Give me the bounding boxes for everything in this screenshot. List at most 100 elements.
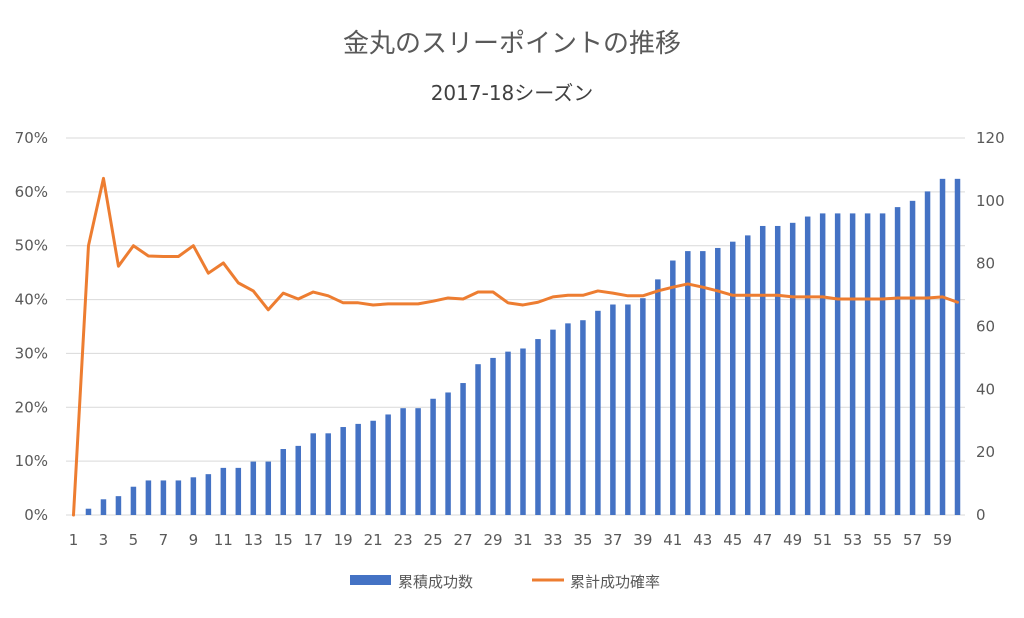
x-axis-tick-label: 23 [394, 531, 413, 549]
cumulative-made-bar [954, 178, 961, 515]
cumulative-made-bar [385, 414, 391, 515]
cumulative-made-bars [85, 178, 961, 516]
x-axis-tick-label: 7 [159, 531, 169, 549]
x-axis-tick-label: 21 [364, 531, 383, 549]
x-axis-tick-label: 29 [483, 531, 502, 549]
right-axis-tick-label: 80 [976, 255, 995, 273]
cumulative-made-bar [655, 279, 661, 515]
x-axis-tick-label: 59 [933, 531, 952, 549]
cumulative-made-bar [175, 480, 182, 515]
x-axis-tick-label: 55 [873, 531, 892, 549]
cumulative-made-bar [475, 364, 481, 515]
cumulative-made-bar [460, 383, 466, 515]
cumulative-made-bar [700, 251, 706, 515]
cumulative-made-bar [670, 260, 676, 515]
left-axis-labels: 0% 10% 20% 30% 40% 50% 60% 70% [15, 129, 48, 524]
cumulative-made-bar [145, 480, 152, 515]
cumulative-made-bar [894, 207, 901, 515]
left-axis-tick-label: 0% [24, 506, 48, 524]
right-axis-tick-label: 120 [976, 129, 1005, 147]
cumulative-made-bar [924, 191, 931, 516]
left-axis-tick-label: 30% [15, 344, 48, 362]
x-axis-tick-label: 53 [843, 531, 862, 549]
cumulative-made-bar [580, 320, 586, 515]
cumulative-made-bar [789, 222, 796, 515]
cumulative-made-bar [505, 351, 511, 515]
cumulative-made-bar [205, 474, 212, 515]
cumulative-made-bar [115, 496, 122, 515]
cumulative-made-bar [535, 339, 541, 515]
cumulative-made-bar [520, 348, 526, 515]
x-axis-tick-label: 43 [693, 531, 712, 549]
cumulative-made-bar [565, 323, 571, 515]
cumulative-made-bar [939, 178, 946, 515]
x-axis-tick-label: 15 [274, 531, 293, 549]
cumulative-made-bar [819, 213, 826, 515]
cumulative-made-bar [849, 213, 856, 515]
x-axis-labels: 1 3 5 7 9 11 13 15 17 19 21 23 25 27 29 31 33 35 37 39 41 43 4… [69, 531, 952, 549]
left-axis-tick-label: 60% [15, 183, 48, 201]
x-axis-tick-label: 47 [753, 531, 772, 549]
x-axis-tick-label: 35 [573, 531, 592, 549]
cumulative-made-bar [715, 247, 721, 516]
x-axis-tick-label: 19 [334, 531, 353, 549]
cumulative-made-bar [490, 357, 496, 515]
cumulative-made-bar [909, 200, 916, 516]
cumulative-made-bar [370, 420, 376, 515]
cumulative-made-bar [340, 427, 346, 515]
x-axis-tick-label: 3 [99, 531, 109, 549]
legend: 累積成功数 累計成功確率 [350, 573, 660, 591]
left-axis-tick-label: 70% [15, 129, 48, 147]
cumulative-made-bar [744, 235, 751, 515]
cumulative-made-bar [265, 461, 272, 515]
cumulative-made-bar [445, 392, 451, 515]
right-axis-tick-label: 40 [976, 380, 995, 398]
legend-bar-swatch [350, 575, 391, 585]
cumulative-made-bar [220, 467, 227, 515]
right-axis-tick-label: 100 [976, 192, 1005, 210]
cumulative-made-bar [759, 225, 766, 515]
cumulative-made-bar [610, 304, 616, 515]
x-axis-tick-label: 45 [723, 531, 742, 549]
x-axis-tick-label: 31 [513, 531, 532, 549]
left-axis-tick-label: 10% [15, 452, 48, 470]
x-axis-tick-label: 39 [633, 531, 652, 549]
right-axis-tick-label: 0 [976, 506, 986, 524]
cumulative-made-bar [250, 461, 257, 515]
x-axis-tick-label: 1 [69, 531, 79, 549]
x-axis-tick-label: 25 [424, 531, 443, 549]
x-axis-tick-label: 41 [663, 531, 682, 549]
cumulative-made-bar [100, 499, 107, 515]
cumulative-made-bar [879, 213, 886, 515]
cumulative-made-bar [834, 213, 841, 515]
cumulative-made-bar [130, 486, 137, 515]
x-axis-tick-label: 27 [454, 531, 473, 549]
cumulative-made-bar [685, 251, 691, 515]
left-axis-tick-label: 20% [15, 398, 48, 416]
cumulative-made-bar [235, 467, 242, 515]
cumulative-made-bar [730, 241, 736, 516]
cumulative-made-bar [430, 398, 436, 515]
gridlines [66, 137, 965, 516]
legend-bar-label: 累積成功数 [398, 573, 473, 591]
x-axis-tick-label: 57 [903, 531, 922, 549]
x-axis-tick-label: 33 [543, 531, 562, 549]
left-axis-tick-label: 40% [15, 291, 48, 309]
cumulative-made-bar [190, 477, 197, 515]
x-axis-tick-label: 17 [304, 531, 323, 549]
x-axis-tick-label: 13 [244, 531, 263, 549]
cumulative-made-bar [400, 408, 406, 515]
cumulative-made-bar [804, 216, 811, 515]
cumulative-made-bar [325, 433, 331, 515]
cumulative-made-bar [625, 304, 631, 515]
chart-subtitle: 2017-18シーズン [431, 81, 594, 105]
chart-title: 金丸のスリーポイントの推移 [343, 29, 681, 59]
cumulative-made-bar [310, 433, 316, 515]
cumulative-made-bar [774, 225, 781, 515]
cumulative-made-bar [415, 408, 421, 515]
cumulative-made-bar [595, 310, 601, 515]
cumulative-made-bar [295, 445, 301, 515]
success-rate-line [71, 176, 960, 517]
